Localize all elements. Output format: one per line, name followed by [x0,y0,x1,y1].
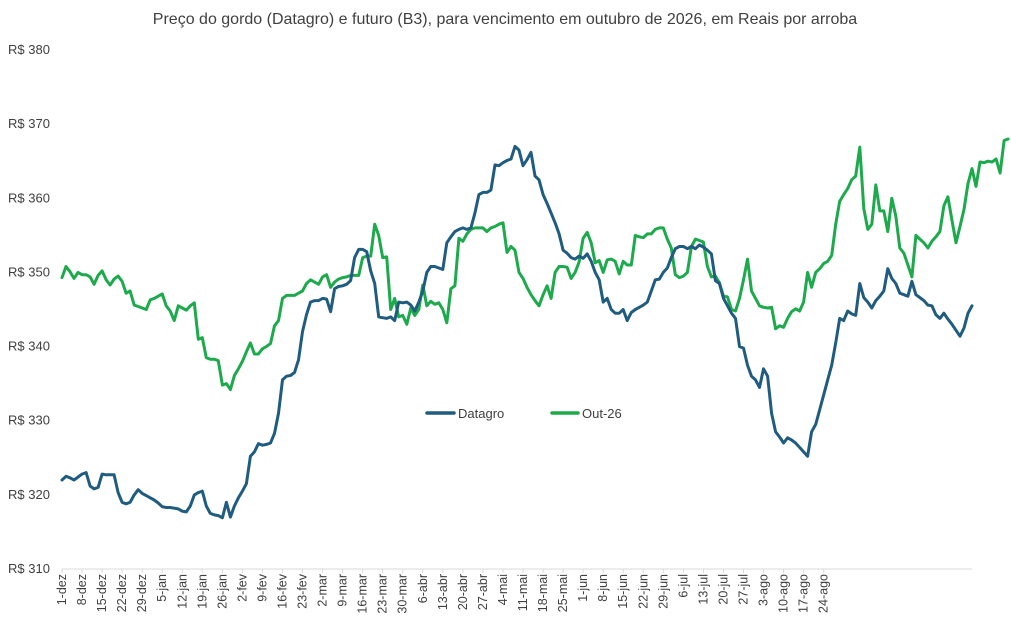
x-tick-label: 6-abr [416,574,430,603]
x-tick-label: 27-jul [736,574,750,605]
x-tick-label: 10-ago [777,574,791,613]
y-tick-label: R$ 350 [8,264,50,279]
x-tick-label: 9-mar [336,574,350,607]
y-tick-label: R$ 340 [8,339,50,354]
x-tick-label: 16-mar [356,574,370,614]
x-tick-label: 27-abr [476,574,490,610]
x-tick-label: 16-fev [275,573,289,608]
x-tick-label: 18-mai [536,574,550,612]
x-tick-label: 5-jan [155,574,169,602]
series-layer [60,137,1010,520]
x-tick-label: 23-mar [376,574,390,614]
legend: Datagro Out-26 [425,406,622,421]
y-tick-label: R$ 360 [8,190,50,205]
y-tick-label: R$ 370 [8,116,50,131]
x-tick-label: 13-abr [436,574,450,610]
x-tick-label: 25-mai [556,574,570,612]
y-tick-label: R$ 320 [8,487,50,502]
y-tick-label: R$ 330 [8,413,50,428]
y-axis: R$ 310 R$ 320 R$ 330 R$ 340 R$ 350 R$ 360 R$ 3… [8,42,50,576]
x-tick-label: 8-jun [596,574,610,602]
x-tick-label: 2-fev [235,573,249,602]
x-tick-label: 2-mar [316,574,330,607]
x-tick-label: 30-mar [396,574,410,614]
x-tick-label: 20-abr [456,574,470,610]
x-tick-label: 20-jul [716,574,730,605]
x-axis: 1-dez 8-dez 15-dez 22-dez 29-dez 5-jan 12-jan 1… [55,569,831,614]
x-tick-label: 4-mai [496,574,510,605]
x-tick-label: 26-jan [215,574,229,609]
x-tick-label: 19-jan [195,574,209,609]
chart-title: Preço do gordo (Datagro) e futuro (B3), … [153,11,857,28]
x-tick-label: 6-jul [676,574,690,598]
x-tick-label: 11-mai [516,574,530,611]
x-tick-label: 22-dez [115,574,129,612]
x-tick-label: 24-ago [817,574,831,613]
legend-label-out-26: Out-26 [582,406,622,421]
x-tick-label: 22-jun [636,574,650,609]
x-tick-label: 8-dez [75,574,89,605]
x-tick-label: 13-jul [696,574,710,605]
x-tick-label: 9-fev [255,573,269,602]
x-tick-label: 17-ago [797,574,811,613]
x-tick-label: 29-jun [656,574,670,609]
x-tick-label: 15-dez [95,574,109,612]
legend-label-datagro: Datagro [458,406,504,421]
x-tick-label: 1-jun [576,574,590,602]
x-tick-label: 1-dez [55,574,69,605]
x-tick-label: 3-ago [757,574,771,606]
x-tick-label: 23-fev [296,573,310,608]
x-tick-label: 29-dez [135,574,149,612]
x-tick-label: 15-jun [616,574,630,609]
y-tick-label: R$ 380 [8,42,50,57]
series-line-datagro [60,144,974,520]
series-line-out-26 [60,137,1010,392]
y-tick-label: R$ 310 [8,561,50,576]
x-tick-label: 12-jan [175,574,189,609]
